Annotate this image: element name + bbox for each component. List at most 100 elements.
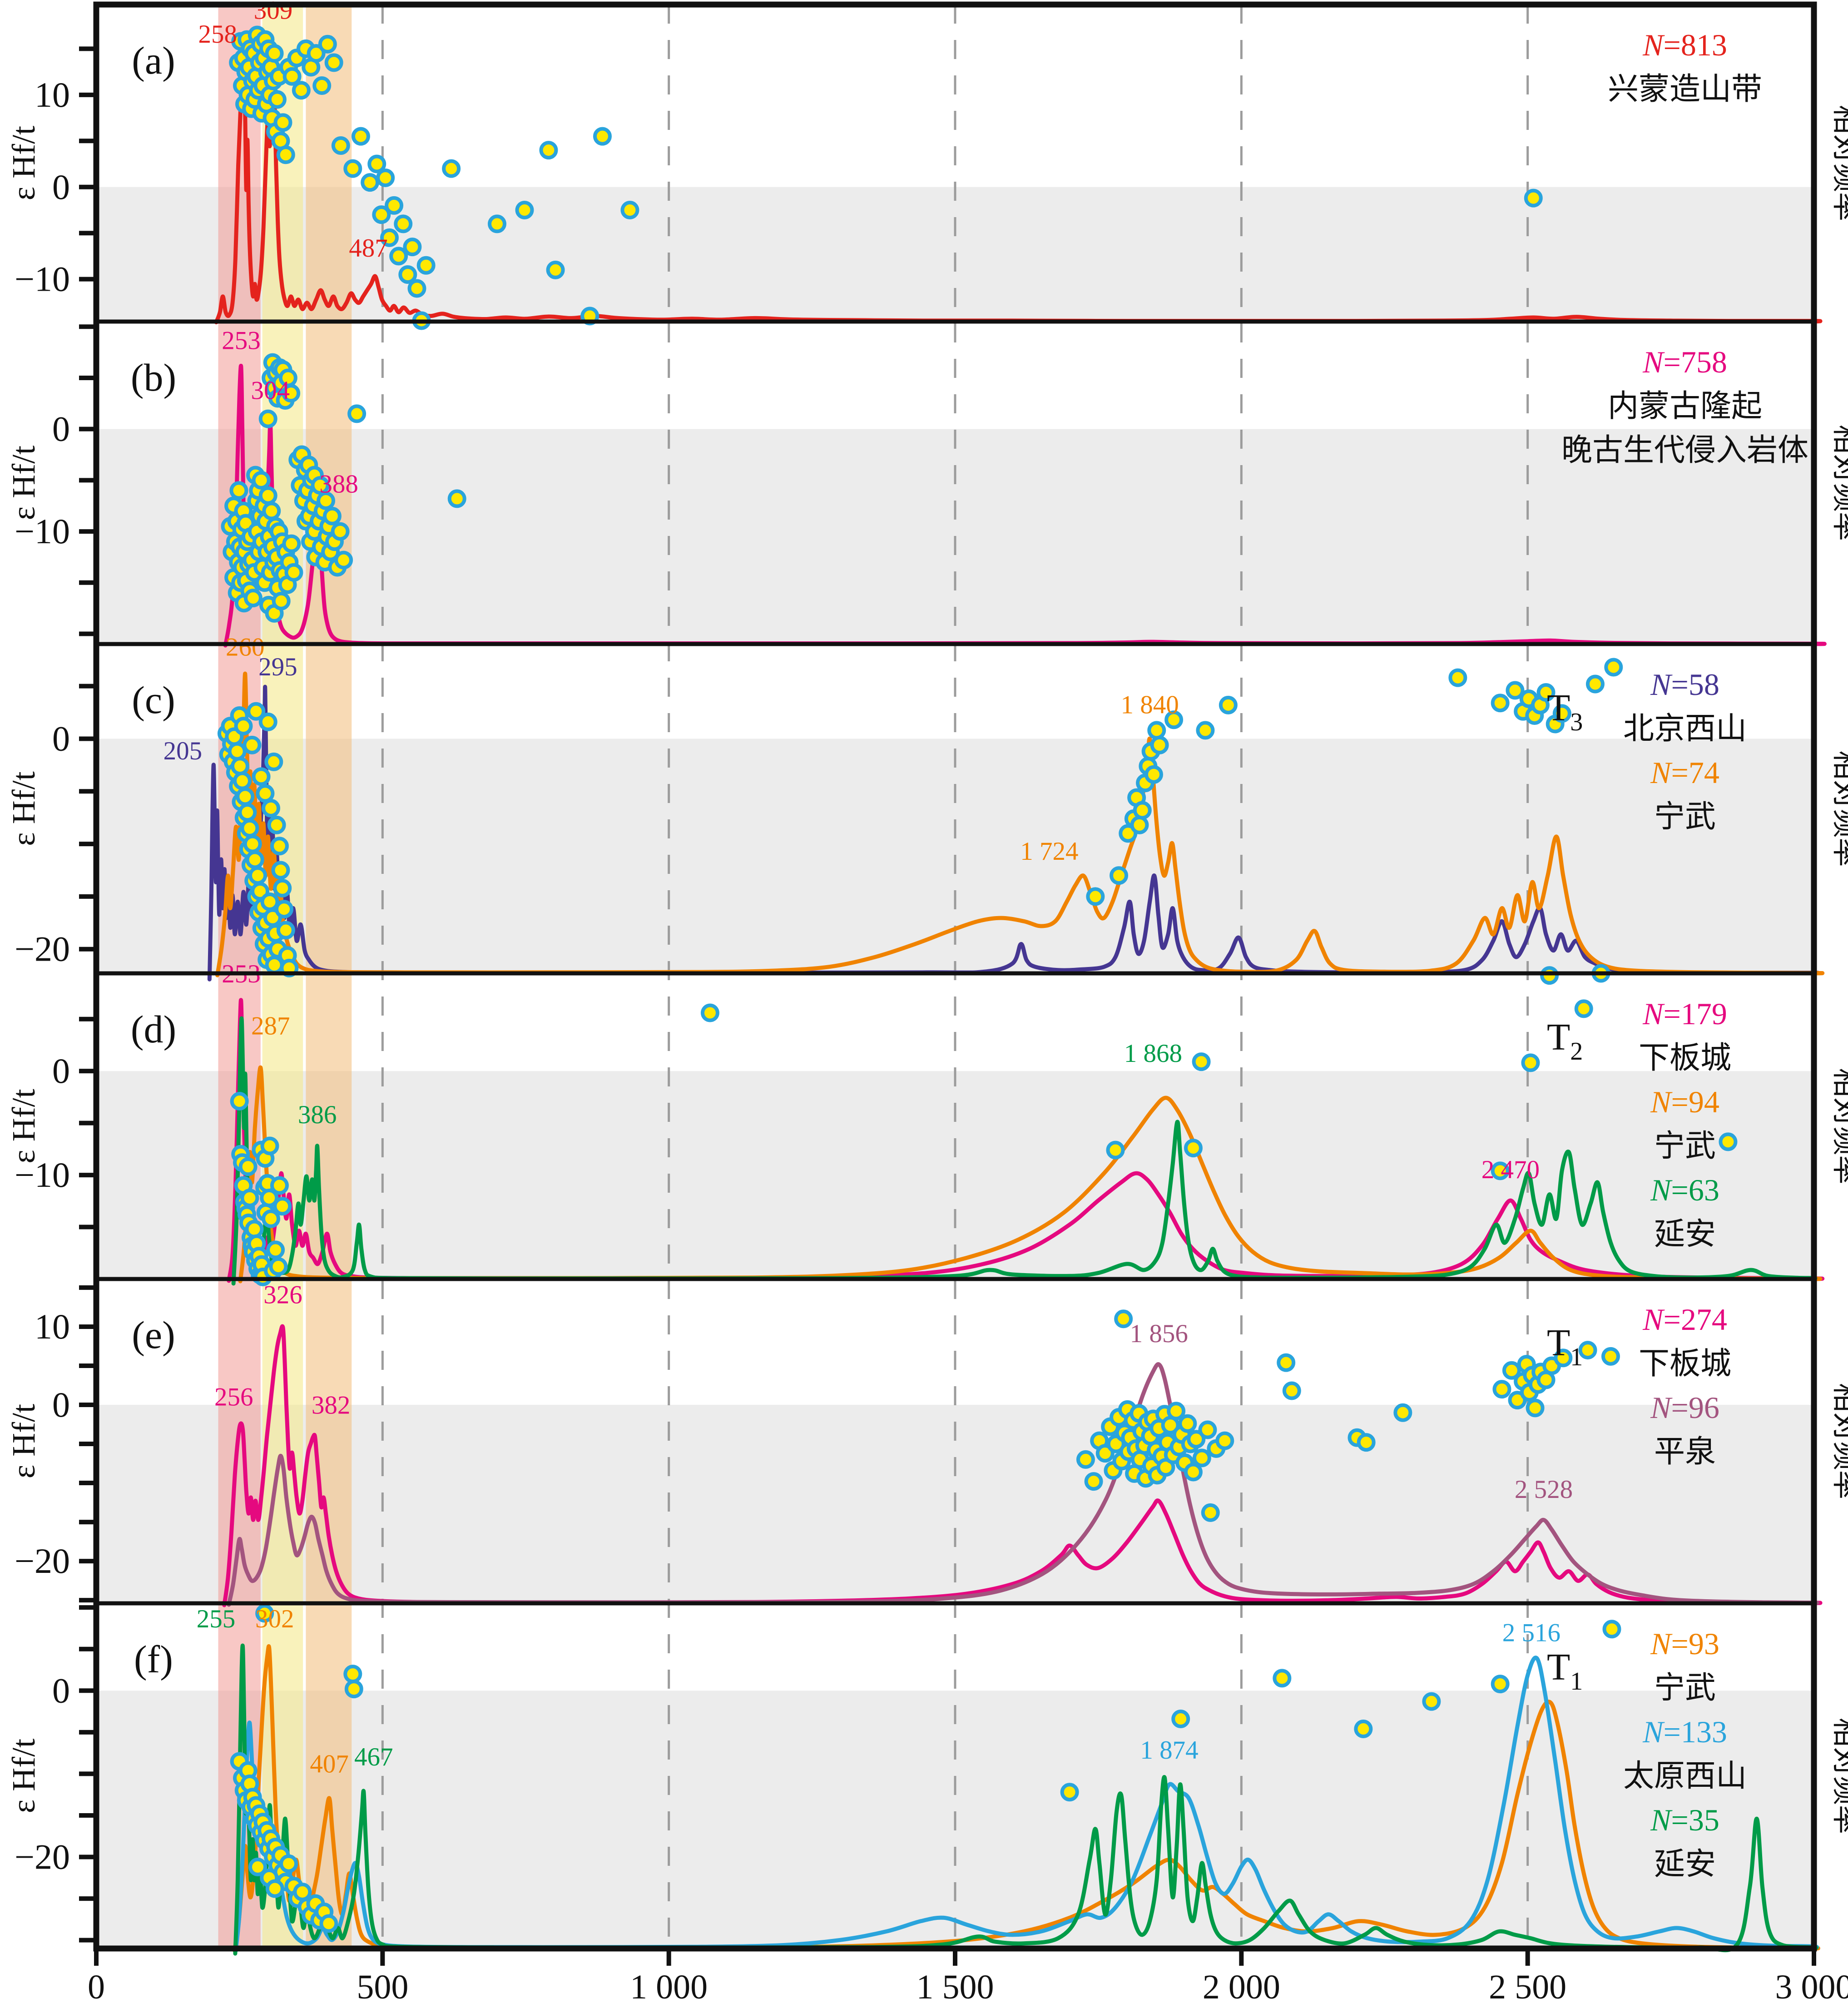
scatter-point [394, 214, 413, 233]
scatter-point [1150, 735, 1169, 754]
scatter-point [1524, 188, 1543, 208]
scatter-point [1506, 681, 1525, 700]
scatter-point [1086, 887, 1105, 906]
y-axis-label-b: ε Hf/t [5, 446, 42, 520]
scatter-point [620, 200, 639, 219]
scatter-point [230, 1092, 249, 1111]
legend-entry: N=813 [1642, 28, 1727, 62]
y-tick-label: 10 [35, 1307, 70, 1346]
scatter-point [1219, 695, 1238, 714]
scatter-point [1147, 721, 1166, 740]
scatter-point [243, 589, 263, 608]
scatter-point [1187, 1430, 1206, 1449]
scatter-point [372, 205, 391, 224]
scatter-point [1060, 1783, 1079, 1802]
y-tick-label: −10 [15, 1155, 70, 1195]
scatter-point [238, 1157, 258, 1176]
scatter-point [1491, 1675, 1510, 1694]
scatter-point [284, 563, 303, 582]
y-tick-label: −10 [15, 259, 70, 299]
x-tick-label: 3 000 [1775, 1968, 1848, 2003]
y-tick-label: 0 [52, 1671, 70, 1710]
legend-entry: 宁武 [1654, 1671, 1716, 1705]
y-tick-label: −20 [15, 929, 70, 969]
scatter-point [270, 837, 289, 856]
y-tick-label: 10 [35, 75, 70, 114]
scatter-point [240, 1188, 259, 1207]
scatter-point [311, 476, 330, 495]
legend-entry: 晚古生代侵入岩体 [1561, 433, 1808, 467]
peak-label-467: 467 [354, 1743, 393, 1771]
relative-frequency-label-c: 相对频率 [1830, 751, 1848, 867]
legend-entry: N=96 [1650, 1390, 1719, 1425]
y-axis-label-c: ε Hf/t [5, 771, 42, 846]
scatter-point [252, 471, 271, 490]
scatter-point [276, 145, 295, 164]
scatter-point [1521, 1053, 1540, 1072]
y-tick-label: 0 [52, 167, 70, 207]
y-tick-label: −20 [15, 1541, 70, 1581]
y-tick-label: 0 [52, 409, 70, 449]
scatter-group-c [217, 658, 1623, 977]
peak-label-253: 253 [222, 326, 261, 355]
peak-label-2516: 2 516 [1502, 1619, 1561, 1647]
legend-entry: N=758 [1642, 345, 1727, 379]
scatter-point [1578, 1341, 1597, 1360]
scatter-group-e [1076, 1309, 1620, 1522]
scatter-point [1201, 1503, 1220, 1522]
peak-label-256: 256 [214, 1383, 253, 1411]
peak-label-2470: 2 470 [1481, 1155, 1540, 1184]
scatter-point [546, 260, 565, 279]
scatter-point [243, 735, 262, 754]
scatter-point [344, 1680, 363, 1699]
scatter-point [1604, 658, 1623, 677]
panel-letter-a: (a) [132, 39, 175, 82]
scatter-point [1084, 1472, 1103, 1491]
scatter-point [307, 44, 326, 63]
scatter-point [1540, 966, 1559, 985]
scatter-point [1552, 704, 1571, 723]
peak-label-205: 205 [163, 737, 203, 765]
scatter-point [398, 265, 417, 284]
scatter-point [273, 1197, 292, 1216]
scatter-point [265, 44, 284, 63]
scatter-point [238, 803, 257, 822]
scatter-point [260, 1136, 279, 1155]
scatter-point [267, 815, 286, 834]
scatter-point [240, 818, 259, 838]
scatter-group-b [221, 353, 466, 623]
x-tick-label: 0 [88, 1968, 105, 2003]
kde-curve-d [238, 1065, 1823, 1284]
legend-entry: 太原西山 [1623, 1759, 1747, 1793]
legend-entry: 北京西山 [1623, 711, 1747, 746]
scatter-group-d [230, 964, 1738, 1286]
x-tick-label: 500 [357, 1968, 408, 2003]
scatter-point [322, 506, 342, 526]
scatter-group-f [230, 1604, 1621, 1933]
scatter-point [1277, 1353, 1296, 1372]
legend-entry: N=274 [1642, 1302, 1727, 1337]
legend-entry: 下板城 [1639, 1346, 1731, 1381]
legend-entry: N=179 [1642, 997, 1727, 1031]
legend-entry: N=58 [1650, 667, 1719, 702]
scatter-point [1215, 1431, 1234, 1450]
scatter-point [351, 127, 370, 146]
scatter-point [260, 892, 279, 911]
scatter-point [262, 798, 281, 818]
scatter-point [271, 861, 290, 880]
scatter-point [282, 534, 301, 553]
scatter-point [1130, 815, 1149, 834]
scatter-point [367, 154, 386, 174]
scatter-point [318, 35, 337, 54]
stage-label-c: T3 [1547, 687, 1583, 736]
y-axis-label-a: ε Hf/t [5, 126, 42, 200]
scatter-point [403, 238, 422, 257]
peak-label-407: 407 [310, 1750, 349, 1778]
legend-entry: N=35 [1650, 1803, 1719, 1837]
y-axis-label-e: ε Hf/t [5, 1404, 42, 1478]
scatter-point [376, 168, 395, 187]
scatter-point [262, 1209, 281, 1228]
peak-label-382: 382 [312, 1391, 351, 1419]
